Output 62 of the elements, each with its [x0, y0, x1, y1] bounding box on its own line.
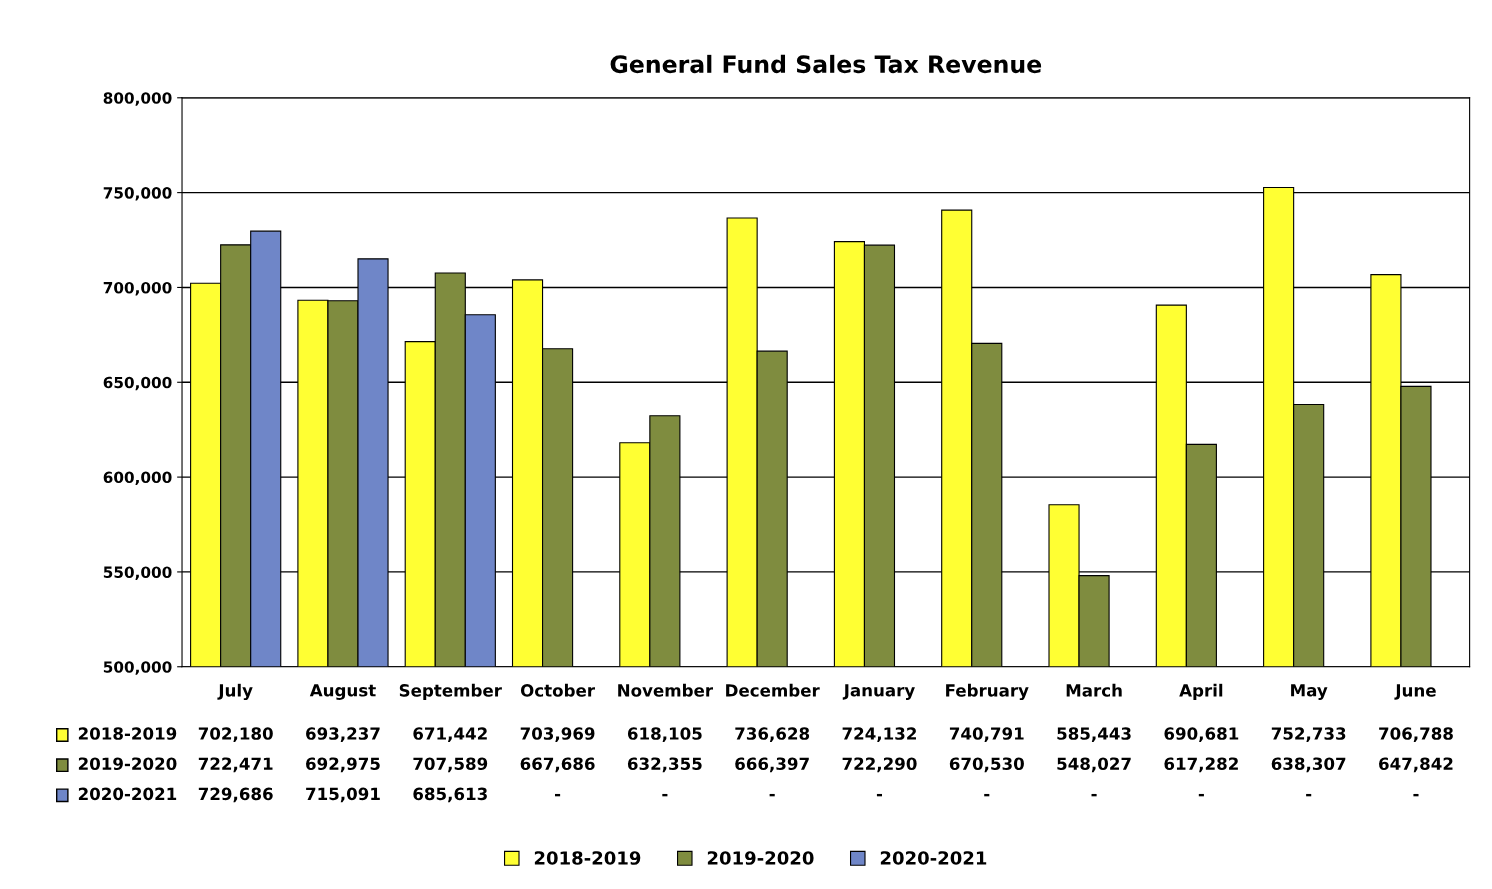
data-label: 647,842 [1379, 757, 1453, 773]
x-tick-label: May [1291, 684, 1328, 700]
data-label: 722,290 [842, 757, 917, 773]
data-label: 690,681 [1164, 727, 1239, 742]
data-label: 692,975 [306, 757, 380, 773]
x-tick-label: August [309, 684, 376, 700]
data-label: 632,355 [627, 757, 702, 773]
x-tick-label: December [726, 683, 820, 697]
y-tick-label: 500,000 [103, 661, 172, 675]
data-label: 585,443 [1057, 727, 1131, 742]
x-tick-label: April [1179, 683, 1223, 700]
text: 2020-2021 [880, 851, 987, 865]
data-label: 685,613 [413, 787, 487, 803]
data-label: 670,530 [949, 757, 1024, 773]
data-label: 693,237 [306, 727, 380, 742]
data-label: 667,686 [520, 757, 595, 773]
data-label: 617,282 [1164, 757, 1238, 773]
text: - [555, 793, 561, 797]
legend-label: 2018-2019 [78, 727, 177, 740]
legend-label: 2019-2020 [78, 757, 177, 771]
data-label: 666,397 [735, 757, 809, 773]
x-tick-label: June [1394, 684, 1436, 700]
data-label: 638,307 [1271, 757, 1346, 773]
y-tick-label: 600,000 [103, 471, 172, 486]
text: - [1091, 793, 1097, 797]
data-label: 548,027 [1057, 757, 1131, 773]
x-tick-label: November [618, 683, 714, 697]
x-tick-label: January [842, 684, 915, 700]
y-tick-label: 550,000 [103, 566, 172, 580]
data-label: 736,628 [735, 727, 810, 742]
text: 2018-2019 [534, 851, 641, 865]
text: - [1413, 793, 1419, 797]
y-tick-label: 750,000 [103, 187, 172, 201]
data-label: 729,686 [198, 787, 273, 803]
legend-label: 2020-2021 [78, 787, 177, 801]
text: - [984, 793, 990, 797]
data-label: 752,733 [1271, 727, 1346, 742]
data-label: 706,788 [1379, 727, 1453, 742]
x-tick-label: February [946, 683, 1029, 701]
y-tick-label: 800,000 [103, 92, 172, 106]
data-label: 671,442 [413, 727, 487, 742]
data-label: 707,589 [413, 757, 488, 773]
data-label: 740,791 [949, 727, 1024, 742]
text: - [1306, 793, 1312, 797]
x-tick-label: March [1066, 683, 1122, 697]
text: 2019-2020 [707, 851, 814, 865]
text: - [876, 793, 883, 797]
data-label: 722,471 [198, 757, 273, 773]
x-tick-label: July [217, 683, 253, 701]
chart-title: General Fund Sales Tax Revenue [610, 54, 1042, 74]
x-tick-label: October [520, 683, 595, 697]
data-label: 703,969 [520, 727, 595, 742]
text: - [769, 793, 775, 797]
y-tick-label: 650,000 [103, 376, 172, 391]
text: - [662, 793, 668, 797]
data-label: 618,105 [627, 727, 702, 742]
data-label: 715,091 [306, 787, 380, 803]
x-tick-label: September [399, 683, 502, 700]
data-label: 724,132 [842, 727, 916, 742]
y-tick-label: 700,000 [103, 281, 172, 296]
text: - [1198, 793, 1204, 797]
data-label: 702,180 [198, 727, 273, 742]
